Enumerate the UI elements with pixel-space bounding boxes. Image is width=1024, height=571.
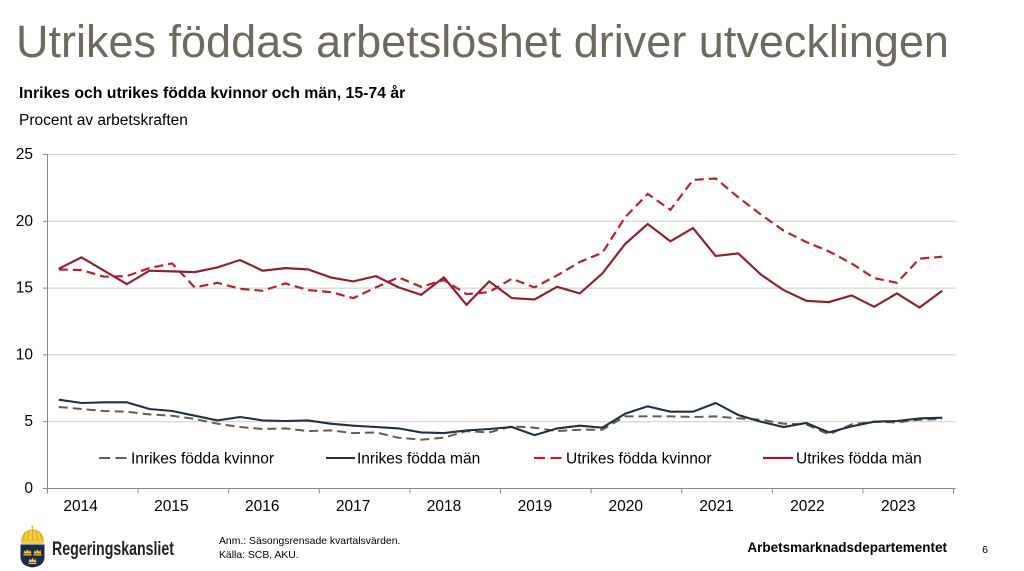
- svg-text:2022: 2022: [790, 498, 824, 515]
- svg-text:Utrikes födda män: Utrikes födda män: [796, 451, 922, 468]
- svg-text:0: 0: [24, 480, 33, 497]
- svg-text:15: 15: [16, 280, 33, 297]
- svg-text:20: 20: [16, 213, 34, 230]
- svg-text:Inrikes födda män: Inrikes födda män: [357, 451, 480, 468]
- svg-text:2023: 2023: [881, 498, 915, 515]
- svg-text:2019: 2019: [518, 498, 552, 515]
- svg-text:2015: 2015: [154, 498, 188, 515]
- svg-text:Utrikes födda kvinnor: Utrikes födda kvinnor: [566, 451, 712, 468]
- svg-text:25: 25: [16, 146, 33, 163]
- svg-text:2016: 2016: [245, 498, 279, 515]
- svg-text:10: 10: [16, 346, 34, 363]
- svg-text:2018: 2018: [427, 498, 461, 515]
- svg-text:2017: 2017: [336, 498, 370, 515]
- svg-text:Inrikes födda kvinnor: Inrikes födda kvinnor: [131, 451, 274, 468]
- svg-text:2020: 2020: [608, 498, 643, 515]
- svg-text:5: 5: [24, 413, 33, 430]
- svg-text:2014: 2014: [63, 498, 98, 515]
- svg-text:2021: 2021: [699, 498, 733, 515]
